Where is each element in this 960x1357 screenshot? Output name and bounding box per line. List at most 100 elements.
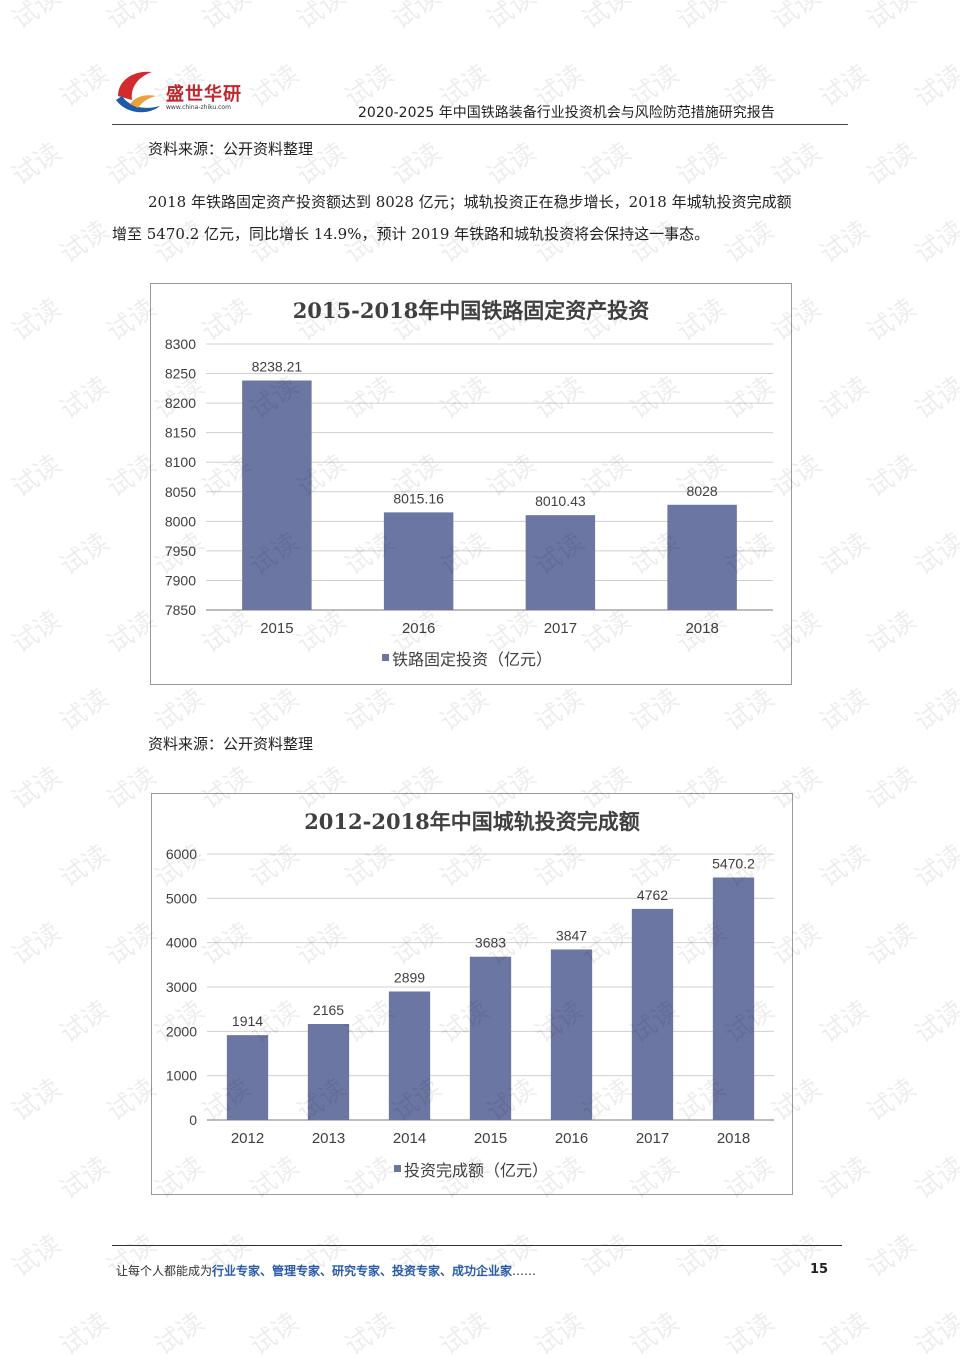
watermark-text: 试读 xyxy=(910,527,960,581)
x-tick-label: 2018 xyxy=(685,620,718,637)
watermark-text: 试读 xyxy=(767,137,827,191)
chart-railway-fixed-investment: 2015-2018年中国铁路固定资产投资 7850 7900 7950 8000 805… xyxy=(150,283,792,685)
watermark-text: 试读 xyxy=(292,0,352,36)
watermark-text: 试读 xyxy=(720,1307,780,1357)
watermark-text: 试读 xyxy=(720,683,780,737)
legend-swatch xyxy=(394,1165,401,1172)
x-tick-label: 2012 xyxy=(231,1130,264,1147)
watermark-text: 试读 xyxy=(910,839,960,893)
bar-2013 xyxy=(307,1024,350,1120)
watermark-text: 试读 xyxy=(7,605,67,659)
y-tick-label: 8150 xyxy=(165,425,196,441)
watermark-text: 试读 xyxy=(482,0,542,36)
watermark-text: 试读 xyxy=(815,995,875,1049)
watermark-text: 试读 xyxy=(150,683,210,737)
watermark-text: 试读 xyxy=(577,137,637,191)
watermark-text: 试读 xyxy=(910,683,960,737)
watermark-text: 试读 xyxy=(7,449,67,503)
paragraph-line-2: 增至 5470.2 亿元，同比增长 14.9%，预计 2019 年铁路和城轨投资… xyxy=(112,225,710,243)
watermark-text: 试读 xyxy=(910,1307,960,1357)
x-tick-label: 2015 xyxy=(474,1130,507,1147)
watermark-text: 试读 xyxy=(862,605,922,659)
chart-title: 2015-2018年中国铁路固定资产投资 xyxy=(293,298,650,323)
watermark-text: 试读 xyxy=(577,1229,637,1283)
x-tick-label: 2014 xyxy=(393,1130,426,1147)
data-label: 4762 xyxy=(637,887,668,903)
y-tick-label: 8000 xyxy=(165,513,196,529)
watermark-text: 试读 xyxy=(530,683,590,737)
data-label: 8015.16 xyxy=(393,490,444,506)
watermark-text: 试读 xyxy=(245,683,305,737)
watermark-text: 试读 xyxy=(55,59,115,113)
y-tick-label: 7900 xyxy=(165,572,196,588)
watermark-text: 试读 xyxy=(862,917,922,971)
bar-2016 xyxy=(550,949,593,1120)
watermark-text: 试读 xyxy=(672,137,732,191)
y-tick-label: 1000 xyxy=(166,1068,197,1084)
x-tick-label: 2017 xyxy=(544,620,577,637)
data-label: 8238.21 xyxy=(252,359,303,375)
data-label: 8010.43 xyxy=(535,493,586,509)
watermark-text: 试读 xyxy=(7,761,67,815)
watermark-text: 试读 xyxy=(862,0,922,36)
x-tick-label: 2018 xyxy=(717,1130,750,1147)
watermark-text: 试读 xyxy=(197,0,257,36)
data-label: 8028 xyxy=(687,483,718,499)
y-tick-label: 7950 xyxy=(165,543,196,559)
watermark-text: 试读 xyxy=(7,1073,67,1127)
report-title: 2020-2025 年中国铁路装备行业投资机会与风险防范措施研究报告 xyxy=(358,105,775,121)
watermark-text: 试读 xyxy=(910,215,960,269)
logo-url: www.china-zhiku.com xyxy=(166,104,231,111)
chart-urban-rail-investment: 2012-2018年中国城轨投资完成额 0 1000 2000 3000 4000 500… xyxy=(151,793,793,1195)
watermark-text: 试读 xyxy=(910,371,960,425)
page-number: 15 xyxy=(810,1262,829,1277)
y-tick-label: 8200 xyxy=(165,395,196,411)
y-tick-label: 8250 xyxy=(165,366,196,382)
watermark-text: 试读 xyxy=(815,1307,875,1357)
y-tick-label: 6000 xyxy=(166,846,197,862)
y-tick-label: 7850 xyxy=(165,602,196,618)
y-tick-label: 2000 xyxy=(166,1023,197,1039)
watermark-text: 试读 xyxy=(340,1307,400,1357)
logo-name: 盛世华研 xyxy=(166,84,242,105)
x-tick-label: 2017 xyxy=(636,1130,669,1147)
data-label: 3683 xyxy=(475,935,506,951)
footer-divider xyxy=(112,1245,842,1246)
watermark-text: 试读 xyxy=(55,527,115,581)
watermark-text: 试读 xyxy=(862,293,922,347)
watermark-text: 试读 xyxy=(55,371,115,425)
y-tick-label: 8050 xyxy=(165,484,196,500)
watermark-text: 试读 xyxy=(7,0,67,36)
watermark-text: 试读 xyxy=(482,137,542,191)
y-tick-label: 3000 xyxy=(166,979,197,995)
watermark-text: 试读 xyxy=(625,1307,685,1357)
watermark-text: 试读 xyxy=(862,1073,922,1127)
x-tick-label: 2016 xyxy=(402,620,435,637)
watermark-text: 试读 xyxy=(815,683,875,737)
watermark-text: 试读 xyxy=(340,683,400,737)
y-tick-label: 5000 xyxy=(166,890,197,906)
watermark-text: 试读 xyxy=(672,0,732,36)
watermark-text: 试读 xyxy=(815,371,875,425)
company-logo-icon xyxy=(116,71,160,113)
y-tick-label: 8100 xyxy=(165,454,196,470)
bar-2015 xyxy=(242,380,312,610)
watermark-text: 试读 xyxy=(7,917,67,971)
watermark-text: 试读 xyxy=(577,0,637,36)
y-tick-label: 8300 xyxy=(165,336,196,352)
y-tick-label: 0 xyxy=(189,1112,197,1128)
watermark-text: 试读 xyxy=(767,0,827,36)
data-label: 2899 xyxy=(394,969,425,985)
watermark-text: 试读 xyxy=(815,839,875,893)
watermark-text: 试读 xyxy=(55,683,115,737)
source-note: 资料来源：公开资料整理 xyxy=(148,735,314,753)
legend-swatch xyxy=(382,654,389,661)
legend-label: 铁路固定投资（亿元） xyxy=(392,650,552,669)
watermark-text: 试读 xyxy=(435,1307,495,1357)
data-label: 3847 xyxy=(556,927,587,943)
watermark-text: 试读 xyxy=(815,1151,875,1205)
watermark-text: 试读 xyxy=(7,293,67,347)
watermark-text: 试读 xyxy=(862,1229,922,1283)
legend-label: 投资完成额（亿元） xyxy=(404,1161,548,1180)
bar-2017 xyxy=(631,908,674,1120)
